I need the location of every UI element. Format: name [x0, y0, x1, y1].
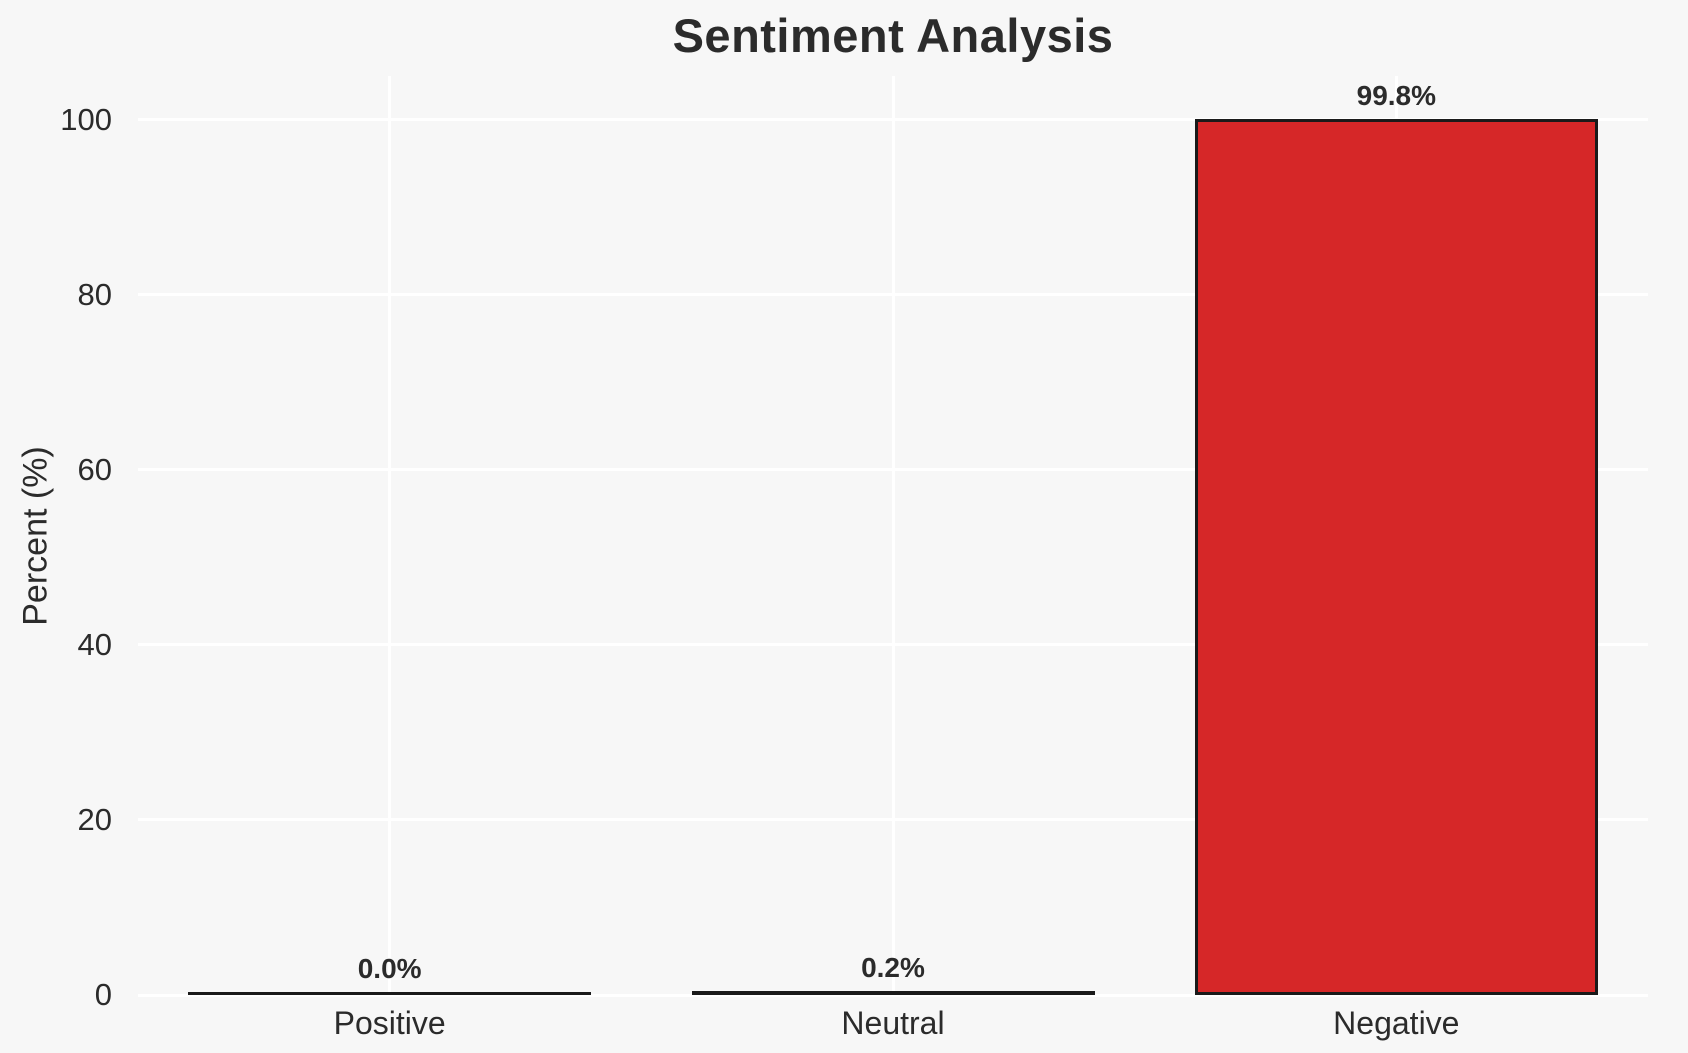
value-label-negative: 99.8% [1356, 80, 1437, 111]
y-tick-label-100: 100 [60, 101, 112, 137]
bar-negative [1194, 119, 1598, 995]
h-gridline-0 [138, 993, 1648, 997]
y-tick-label-60: 60 [77, 451, 112, 487]
value-label-neutral: 0.2% [861, 952, 925, 983]
v-gridline-positive [388, 76, 392, 995]
plot-area: 0 20 40 60 80 100 0.0% Positive 0.2% Neutral 99.8%… [60, 76, 1648, 1041]
category-label-negative: Negative [1333, 1005, 1460, 1041]
y-tick-label-20: 20 [77, 801, 112, 837]
y-tick-label-0: 0 [94, 977, 112, 1012]
category-label-neutral: Neutral [841, 1005, 945, 1041]
chart-title: Sentiment Analysis [672, 9, 1114, 62]
y-tick-label-40: 40 [77, 626, 112, 662]
y-tick-label-80: 80 [77, 276, 112, 312]
bar-neutral [691, 991, 1095, 995]
v-gridline-neutral [891, 76, 895, 995]
bar-positive [188, 992, 592, 995]
category-label-positive: Positive [333, 1005, 446, 1041]
value-label-positive: 0.0% [357, 953, 422, 984]
